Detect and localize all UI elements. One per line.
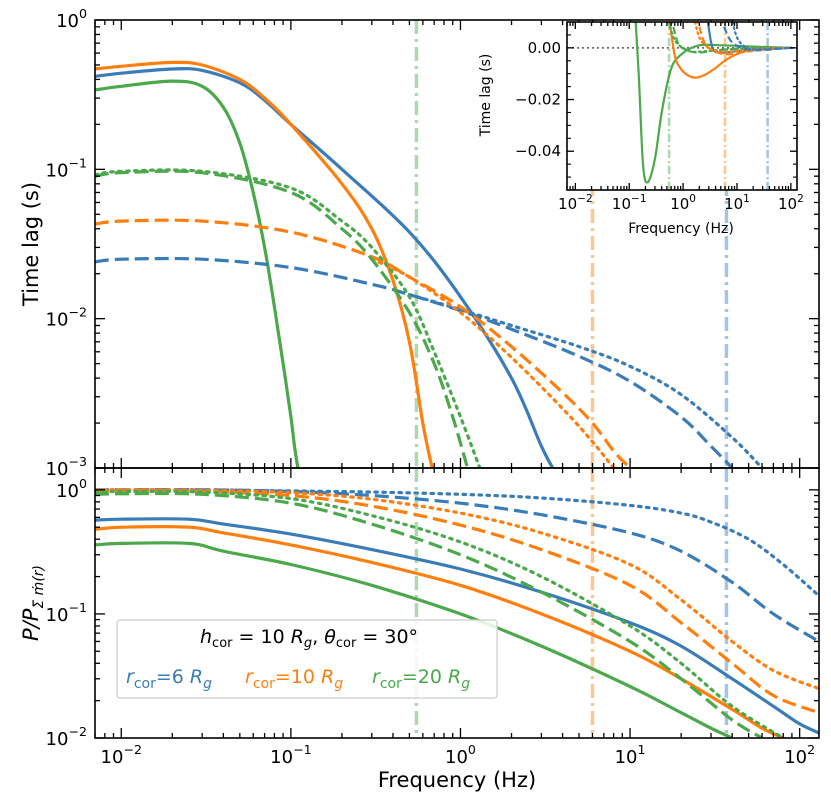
inset-series-r20-solid — [634, 22, 791, 184]
top-ytick-label: 100 — [56, 6, 87, 32]
bottom-panel: 10−2 10−1 100 101 102 10−2 10−1 100 — [46, 467, 820, 768]
top-series-r20-solid — [95, 79, 300, 468]
legend-entry-r6: rcor=6 Rg — [126, 666, 212, 692]
bottom-axes-frame — [94, 467, 820, 739]
bottom-ytick-label: 10−2 — [46, 724, 87, 750]
inset-ytick-label: −0.02 — [515, 91, 561, 109]
legend: hcor = 10 Rg, θcor = 30° rcor=6 Rg rcor=… — [116, 619, 498, 699]
inset-series-r20-dotted — [667, 22, 792, 53]
bottom-series-r20-dotted — [95, 489, 785, 738]
inset-xtick-label: 102 — [778, 193, 804, 213]
inset-series-r20-dashed — [671, 22, 791, 54]
top-ylabel: Time lag (s) — [19, 182, 43, 307]
top-ytick-label: 10−3 — [46, 454, 87, 480]
inset-xtick-label: 10−1 — [612, 193, 647, 213]
legend-title: hcor = 10 Rg, θcor = 30° — [200, 626, 418, 651]
inset-plot-area — [567, 22, 797, 190]
top-series-r20-dotted — [95, 168, 482, 468]
inset-ylabel: Time lag (s) — [478, 54, 494, 138]
bottom-ytick-label: 10−1 — [46, 600, 87, 626]
top-series-r10-solid — [95, 60, 434, 468]
bottom-xtick-label: 102 — [784, 742, 815, 768]
inset-series-r6-dashed — [721, 22, 797, 52]
legend-frame — [116, 619, 498, 699]
inset-axes-frame — [566, 21, 798, 191]
bottom-ticks: 10−2 10−1 100 101 102 10−2 10−1 100 — [46, 468, 819, 768]
bottom-xtick-label: 100 — [445, 742, 476, 768]
legend-entry-r10: rcor=10 Rg — [245, 666, 343, 692]
bottom-xtick-label: 101 — [615, 742, 646, 768]
inset-xlabel: Frequency (Hz) — [628, 221, 734, 237]
top-series-r10-dotted — [370, 257, 616, 468]
top-series-r6-solid — [95, 67, 555, 468]
inset-ticks: 10−2 10−1 100 101 102 0.00 −0.02 −0.04 — [515, 21, 804, 213]
bottom-series-r20-solid — [95, 541, 733, 738]
top-series-r20-dashed — [95, 169, 470, 468]
bottom-xtick-label: 10−2 — [101, 742, 142, 768]
inset-ytick-label: 0.00 — [528, 39, 561, 57]
inset-panel: 10−2 10−1 100 101 102 0.00 −0.02 −0.04 — [515, 21, 804, 213]
bottom-xtick-label: 10−1 — [270, 742, 311, 768]
inset-xtick-label: 100 — [670, 193, 696, 213]
top-ytick-label: 10−2 — [46, 305, 87, 331]
inset-ytick-label: −0.04 — [515, 142, 561, 160]
x-axis-label: Frequency (Hz) — [378, 768, 536, 792]
top-ytick-label: 10−1 — [46, 155, 87, 181]
inset-xtick-label: 10−2 — [558, 193, 593, 213]
bottom-series-r6-solid — [95, 517, 819, 735]
bottom-ytick-label: 100 — [56, 476, 87, 502]
bottom-ylabel: P/PΣ ṁ(r) — [19, 565, 47, 641]
bottom-plot-area — [95, 468, 819, 738]
bottom-series-r20-dashed — [95, 491, 763, 738]
legend-entry-r20: rcor=20 Rg — [372, 666, 470, 692]
inset-xtick-label: 101 — [724, 193, 750, 213]
bottom-series-r10-solid — [95, 525, 784, 738]
